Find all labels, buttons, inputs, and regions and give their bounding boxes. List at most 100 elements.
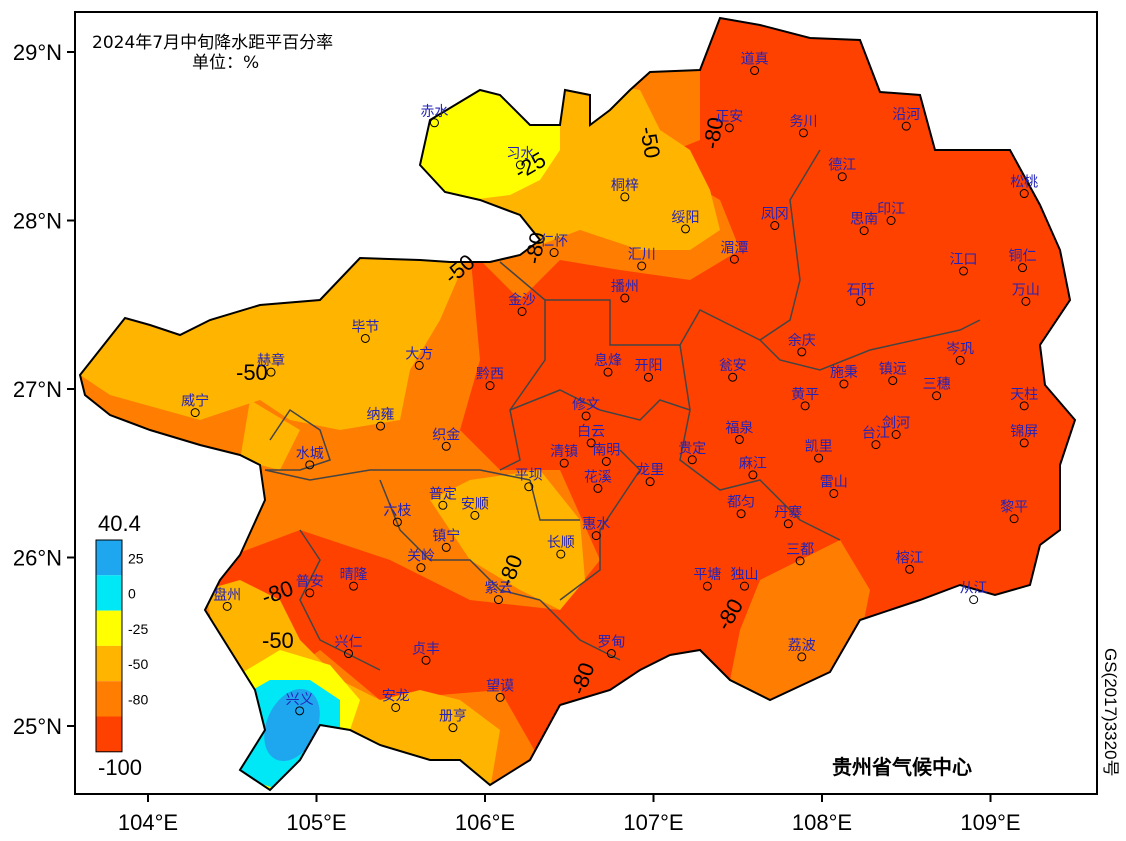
station-label: 兴仁 <box>335 635 363 651</box>
station-marker <box>414 360 424 370</box>
station: 雷山 <box>820 474 848 498</box>
lon-label: 106°E <box>455 810 515 835</box>
station: 盘州 <box>213 586 241 611</box>
station: 赤水 <box>420 104 448 128</box>
contour-label: -80 <box>520 230 550 266</box>
station: 龙里 <box>636 463 664 487</box>
station: 贵定 <box>678 441 706 465</box>
station: 丹寨 <box>774 504 802 529</box>
station-label: 普定 <box>429 486 457 502</box>
station-label: 雷山 <box>820 474 848 490</box>
station-label: 开阳 <box>634 358 662 374</box>
station: 镇宁 <box>432 527 460 552</box>
station: 施秉 <box>830 365 858 389</box>
station-label: 凤冈 <box>761 207 789 223</box>
station-marker <box>797 652 807 662</box>
station-marker <box>470 510 480 520</box>
station-label: 务川 <box>789 114 817 130</box>
station: 赫章 <box>257 352 285 377</box>
station-label: 印江 <box>877 202 905 218</box>
station: 开阳 <box>634 358 662 382</box>
station: 道真 <box>741 52 769 76</box>
station-marker <box>222 601 232 611</box>
station-marker <box>376 421 386 431</box>
station: 平坝 <box>515 468 543 492</box>
station-marker <box>524 482 534 492</box>
station-label: 锦屏 <box>1010 423 1038 440</box>
station: 织金 <box>432 427 460 451</box>
station-marker <box>734 435 744 445</box>
station-marker <box>591 531 601 541</box>
contour-label: -80 <box>698 115 728 151</box>
station-label: 毕节 <box>351 319 379 335</box>
station-marker <box>871 440 881 450</box>
station-label: 安龙 <box>382 688 410 704</box>
station-label: 都匀 <box>727 495 755 511</box>
station-marker <box>295 706 305 716</box>
station-marker <box>593 483 603 493</box>
station-label: 绥阳 <box>672 210 700 226</box>
station-marker <box>637 261 647 271</box>
station: 长顺 <box>547 535 575 559</box>
legend-tick: -50 <box>128 656 148 672</box>
station-marker <box>969 595 979 605</box>
station-marker <box>416 563 426 573</box>
legend-swatch <box>96 716 122 752</box>
station: 威宁 <box>181 393 209 418</box>
station: 望谟 <box>486 678 514 702</box>
station: 安龙 <box>382 688 410 712</box>
station-label: 台江 <box>862 426 890 442</box>
station-label: 习水 <box>506 146 534 162</box>
station-label: 册亨 <box>439 708 467 725</box>
longitude-axis: 104°E 105°E 106°E 107°E 108°E 109°E <box>118 794 1021 835</box>
station-marker <box>517 306 527 316</box>
station-label: 仁怀 <box>540 234 568 250</box>
lon-label: 105°E <box>286 810 346 835</box>
station-label: 铜仁 <box>1009 249 1037 265</box>
station-label: 镇宁 <box>432 527 460 544</box>
station-marker <box>1018 263 1028 273</box>
station-marker <box>729 254 739 264</box>
station-marker <box>643 372 653 382</box>
legend-tick: -80 <box>128 692 148 708</box>
station-label: 余庆 <box>788 332 816 349</box>
station-marker <box>798 128 808 138</box>
station: 三都 <box>786 542 814 566</box>
station-marker <box>515 160 525 170</box>
station-marker <box>441 441 451 451</box>
station-label: 贵定 <box>678 441 706 457</box>
station-label: 麻江 <box>739 456 767 472</box>
station: 绥阳 <box>672 210 700 234</box>
station: 湄潭 <box>720 239 748 264</box>
station: 册亨 <box>439 708 467 733</box>
station-marker <box>955 355 965 365</box>
station-label: 岑巩 <box>946 341 974 357</box>
station: 江口 <box>950 252 978 276</box>
station-label: 沿河 <box>892 107 920 123</box>
station-label: 盘州 <box>213 586 241 603</box>
station-marker <box>441 542 451 552</box>
station-label: 纳雍 <box>367 407 395 423</box>
station-label: 六枝 <box>383 503 411 519</box>
station-marker <box>770 221 780 231</box>
station: 南明 <box>592 442 620 466</box>
station-label: 织金 <box>432 427 460 443</box>
station-label: 瓮安 <box>719 358 747 374</box>
station-marker <box>783 519 793 529</box>
station: 白云 <box>577 424 605 448</box>
station-marker <box>856 296 866 306</box>
station: 锦屏 <box>1010 423 1038 448</box>
station-marker <box>392 517 402 527</box>
organization-label: 贵州省气候中心 <box>832 755 972 779</box>
station-marker <box>797 347 807 357</box>
station: 兴仁 <box>335 635 363 659</box>
station: 德江 <box>828 158 856 182</box>
station: 花溪 <box>584 469 612 493</box>
legend-tick: 0 <box>128 586 136 602</box>
station-marker <box>839 379 849 389</box>
station-label: 黎平 <box>1000 500 1028 516</box>
station: 习水 <box>506 146 534 170</box>
station-marker <box>349 581 359 591</box>
station: 麻江 <box>739 456 767 480</box>
